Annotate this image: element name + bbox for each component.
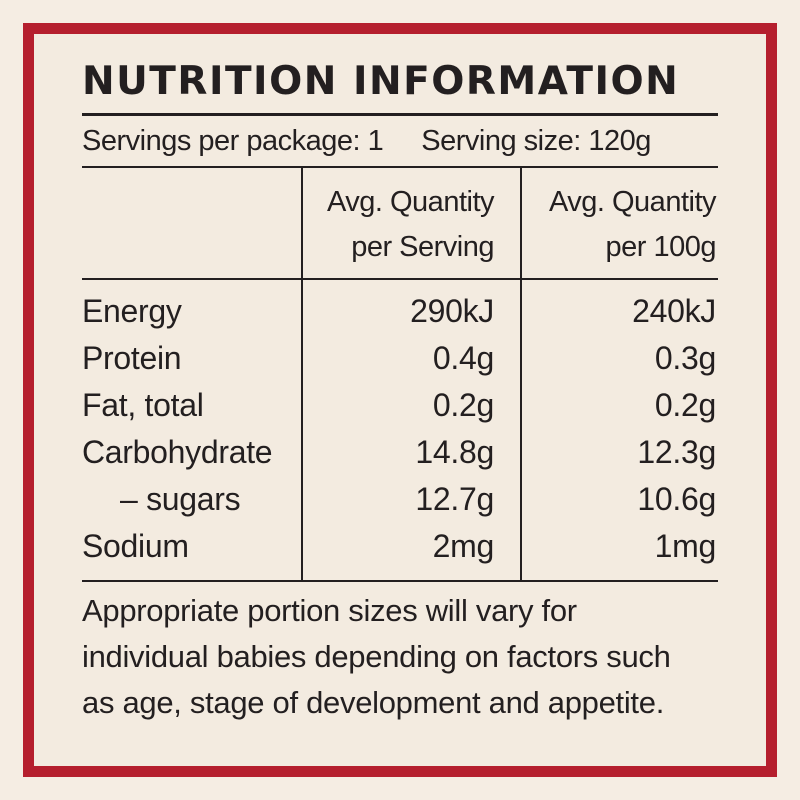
- table-bottom-divider: [82, 580, 718, 582]
- footnote-line: as age, stage of development and appetit…: [82, 685, 665, 720]
- table-row-label: Sodium: [82, 528, 189, 564]
- table-row-label: – sugars: [120, 481, 241, 517]
- table-body: Energy Protein Fat, total Carbohydrate –…: [82, 280, 718, 580]
- table-cell-per-serving: 290kJ: [410, 293, 494, 329]
- per-100g-column: 240kJ 0.3g 0.2g 12.3g 10.6g 1mg: [520, 280, 718, 580]
- header-per-100g-line2: per 100g: [605, 231, 717, 263]
- table-row-label: Energy: [82, 293, 182, 329]
- footnote-line: individual babies depending on factors s…: [82, 639, 671, 674]
- serving-size: Serving size: 120g: [421, 125, 651, 157]
- nutrient-label-column: Energy Protein Fat, total Carbohydrate –…: [82, 280, 301, 580]
- header-per-serving-line2: per Serving: [351, 231, 494, 263]
- table-cell-per-100g: 0.3g: [654, 340, 716, 376]
- table-header-row: Avg. Quantity per Serving Avg. Quantity …: [82, 168, 718, 278]
- header-per-100g: Avg. Quantity per 100g: [520, 168, 718, 278]
- table-cell-per-serving: 0.2g: [432, 387, 494, 423]
- header-per-serving: Avg. Quantity per Serving: [301, 168, 520, 278]
- table-row-label: Carbohydrate: [82, 434, 273, 470]
- label-frame: [23, 23, 777, 777]
- header-per-100g-line1: Avg. Quantity: [548, 186, 717, 218]
- footnote-line: Appropriate portion sizes will vary for: [82, 593, 577, 628]
- table-row-label: Fat, total: [82, 387, 204, 423]
- per-serving-column: 290kJ 0.4g 0.2g 14.8g 12.7g 2mg: [301, 280, 520, 580]
- header-divider: [82, 278, 718, 280]
- servings-divider: [82, 166, 718, 168]
- servings-line: Servings per package: 1 Serving size: 12…: [82, 116, 718, 166]
- header-per-serving-line1: Avg. Quantity: [326, 186, 495, 218]
- nutrition-table: Avg. Quantity per Serving Avg. Quantity …: [82, 168, 718, 582]
- title-divider: [82, 113, 718, 116]
- header-blank-cell: [82, 168, 301, 278]
- table-cell-per-serving: 2mg: [432, 528, 495, 564]
- table-cell-per-serving: 0.4g: [432, 340, 494, 376]
- footnote: Appropriate portion sizes will vary for …: [82, 588, 718, 726]
- table-cell-per-100g: 240kJ: [632, 293, 716, 329]
- table-cell-per-100g: 1mg: [654, 528, 717, 564]
- nutrition-panel: NUTRITION INFORMATION Servings per packa…: [82, 56, 718, 726]
- table-cell-per-serving: 12.7g: [415, 481, 494, 517]
- table-cell-per-100g: 0.2g: [654, 387, 716, 423]
- panel-title: NUTRITION INFORMATION: [82, 59, 680, 104]
- table-cell-per-100g: 12.3g: [637, 434, 716, 470]
- table-row-label: Protein: [82, 340, 182, 376]
- table-cell-per-serving: 14.8g: [415, 434, 494, 470]
- table-cell-per-100g: 10.6g: [637, 481, 716, 517]
- servings-per-package: Servings per package: 1: [82, 125, 384, 157]
